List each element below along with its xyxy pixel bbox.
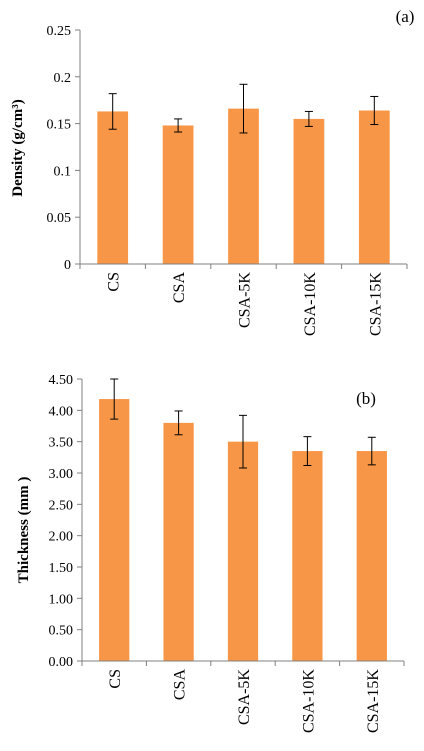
thickness-y-ticks: 0.00 0.50 1.00 1.50 2.00 2.50 3.00 3.50 4.00 4.50 bbox=[49, 373, 82, 670]
thickness-chart: 0.00 0.50 1.00 1.50 2.00 2.50 3.00 3.50 4.00 4.50… bbox=[16, 373, 405, 733]
density-x-tick-label: CSA-15K bbox=[367, 272, 384, 336]
density-y-tick-label: 0.15 bbox=[47, 118, 72, 133]
density-y-tick-label: 0.25 bbox=[47, 24, 72, 39]
thickness-error-bar-csa-5k bbox=[239, 414, 247, 469]
thickness-y-tick-label: 1.00 bbox=[49, 592, 74, 607]
thickness-bar-csa-10k bbox=[292, 451, 323, 661]
density-bar-csa-10k bbox=[293, 118, 325, 264]
thickness-bar-csa bbox=[163, 422, 194, 661]
thickness-bars bbox=[99, 399, 387, 661]
thickness-x-tick-label: CSA-10K bbox=[300, 669, 317, 733]
density-bar-csa-5k bbox=[228, 108, 259, 265]
density-x-ticks: CS CSA CSA-5K CSA-10K CSA-15K bbox=[79, 264, 408, 336]
density-y-axis-label: Density (g/cm³) bbox=[10, 99, 26, 196]
panel-label-b: (b) bbox=[356, 389, 376, 408]
thickness-y-tick-label: 3.00 bbox=[49, 467, 74, 482]
density-error-bar-csa-5k bbox=[239, 83, 248, 134]
density-x-tick-label: CS bbox=[106, 272, 123, 292]
thickness-x-ticks: CS CSA CSA-5K CSA-10K CSA-15K bbox=[81, 661, 405, 733]
thickness-error-bar-csa-15k bbox=[367, 436, 376, 466]
thickness-error-bars bbox=[110, 378, 376, 469]
density-error-bar-csa-10k bbox=[304, 110, 313, 127]
density-bar-csa bbox=[162, 125, 194, 264]
density-error-bars bbox=[108, 83, 379, 134]
density-y-tick-label: 0.1 bbox=[54, 164, 72, 179]
thickness-y-tick-label: 3.50 bbox=[49, 436, 74, 451]
thickness-error-bar-csa-10k bbox=[303, 436, 312, 466]
thickness-y-tick-label: 2.00 bbox=[49, 530, 74, 545]
density-x-tick-label: CSA-5K bbox=[237, 272, 254, 328]
thickness-x-tick-label: CSA bbox=[172, 669, 189, 701]
thickness-axes bbox=[81, 379, 404, 662]
thickness-y-tick-label: 4.50 bbox=[49, 373, 74, 388]
density-x-tick-label: CSA bbox=[171, 272, 188, 304]
density-y-ticks: 0 0.05 0.1 0.15 0.2 0.25 bbox=[47, 24, 80, 273]
density-error-bar-csa-15k bbox=[370, 95, 379, 126]
density-bar-cs bbox=[97, 111, 129, 264]
density-error-bar-csa bbox=[174, 118, 183, 133]
thickness-x-tick-label: CS bbox=[107, 669, 124, 689]
density-bar-csa-15k bbox=[358, 110, 390, 264]
thickness-y-tick-label: 4.00 bbox=[49, 404, 74, 419]
thickness-bar-csa-5k bbox=[227, 441, 259, 661]
density-y-tick-label: 0 bbox=[64, 258, 71, 273]
panel-label-a: (a) bbox=[396, 7, 415, 26]
thickness-y-tick-label: 0.50 bbox=[49, 624, 74, 639]
thickness-y-tick-label: 1.50 bbox=[49, 561, 74, 576]
density-bars bbox=[97, 108, 390, 265]
thickness-y-tick-label: 2.50 bbox=[49, 498, 74, 513]
density-chart: 00.050.10.150.20.25 CS CSA CSA-5K CSA-10K CS… bbox=[10, 7, 414, 336]
thickness-bar-csa-15k bbox=[356, 451, 387, 661]
density-y-tick-label: 0.05 bbox=[47, 211, 72, 226]
thickness-y-axis-label: Thickness (mm ) bbox=[16, 477, 32, 584]
density-y-tick-label: 0.2 bbox=[54, 71, 72, 86]
density-x-tick-label: CSA-10K bbox=[302, 272, 319, 336]
thickness-y-tick-label: 0.00 bbox=[49, 655, 74, 670]
thickness-bar-cs bbox=[99, 399, 130, 661]
thickness-error-bar-cs bbox=[110, 378, 119, 420]
density-axes bbox=[79, 30, 407, 265]
density-error-bar-cs bbox=[108, 93, 117, 130]
thickness-x-tick-label: CSA-15K bbox=[365, 669, 382, 733]
thickness-error-bar-csa bbox=[174, 410, 183, 436]
thickness-x-tick-label: CSA-5K bbox=[236, 669, 253, 725]
